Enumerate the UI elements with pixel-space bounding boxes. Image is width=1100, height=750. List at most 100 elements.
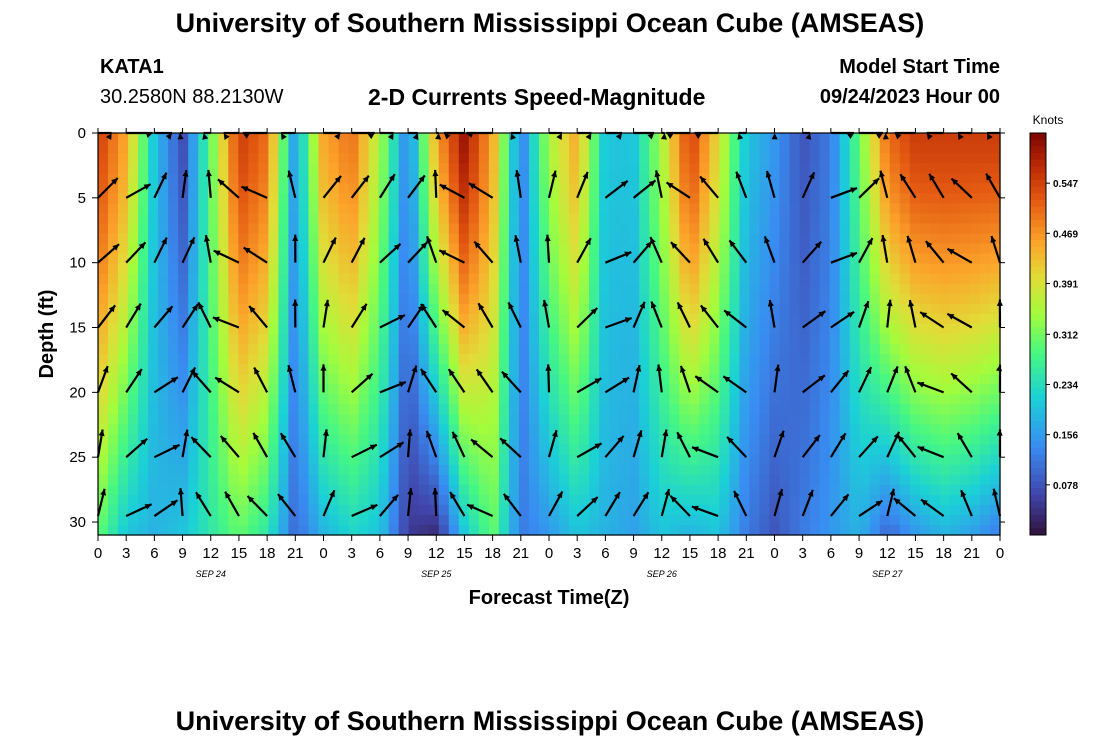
heat-cell (729, 404, 741, 415)
heat-cell (368, 243, 380, 255)
heat-cell (488, 303, 500, 315)
heat-cell (959, 434, 971, 446)
arrow-head (879, 170, 885, 178)
heat-cell (168, 273, 179, 285)
heat-cell (438, 384, 450, 395)
heat-cell (689, 514, 700, 526)
heat-cell (769, 474, 781, 486)
heat-cell (298, 313, 310, 325)
heat-cell (559, 414, 570, 426)
heat-cell (448, 354, 460, 365)
heat-cell (769, 253, 781, 265)
heat-cell (939, 424, 951, 436)
heat-cell (899, 183, 911, 194)
heat-cell (959, 213, 971, 225)
heat-cell (168, 514, 179, 526)
heat-cell (659, 504, 670, 516)
arrow-head (691, 446, 699, 453)
heat-cell (829, 183, 841, 194)
heat-cell (118, 323, 129, 335)
heat-cell (639, 203, 650, 214)
heat-cell (128, 253, 139, 265)
heat-cell (789, 504, 801, 516)
heat-cell (198, 514, 209, 526)
heat-cell (378, 364, 390, 375)
heat-cell (138, 293, 149, 305)
heat-cell (308, 464, 320, 476)
heat-cell (869, 233, 881, 245)
heat-cell (188, 464, 199, 476)
arrow-head (320, 364, 327, 371)
heat-cell (518, 243, 530, 255)
heat-cell (619, 213, 630, 225)
colorbar-segment (1030, 447, 1046, 456)
heat-cell (559, 193, 570, 204)
heat-cell (899, 464, 911, 476)
heat-cell (649, 494, 660, 506)
arrow-head (292, 299, 299, 306)
heat-cell (238, 153, 249, 164)
heat-cell (769, 424, 781, 436)
heat-cell (438, 414, 450, 426)
heat-cell (739, 263, 751, 275)
heat-cell (378, 233, 390, 245)
heat-cell (508, 303, 520, 315)
heat-cell (779, 444, 791, 456)
heat-cell (769, 344, 781, 355)
heat-cell (508, 464, 520, 476)
heat-cell (458, 484, 470, 496)
heat-cell (408, 253, 420, 265)
arrow-head (635, 365, 642, 372)
heat-cell (769, 283, 781, 295)
heat-cell (238, 273, 249, 285)
heat-cell (288, 153, 300, 164)
heat-cell (358, 444, 370, 456)
heat-cell (468, 323, 480, 335)
colorbar-segment (1030, 166, 1046, 174)
heat-cell (819, 173, 831, 184)
colorbar-segment (1030, 501, 1046, 509)
heat-cell (679, 434, 690, 446)
heat-cell (939, 384, 951, 395)
heat-cell (278, 193, 290, 204)
heat-cell (669, 424, 680, 436)
heat-cell (819, 153, 831, 164)
heat-cell (378, 273, 390, 285)
arrow-head (334, 175, 342, 183)
heat-cell (989, 374, 1001, 385)
heat-cell (979, 193, 991, 204)
heat-cell (268, 133, 279, 144)
heat-cell (589, 273, 600, 285)
heat-cell (208, 514, 219, 526)
heat-cell (729, 494, 741, 506)
heat-cell (298, 464, 310, 476)
heat-cell (178, 303, 189, 315)
heat-cell (248, 193, 259, 204)
heat-cell (629, 494, 640, 506)
heat-cell (268, 163, 279, 174)
arrow-head (724, 310, 732, 317)
arrow-head (872, 178, 880, 185)
heat-cell (869, 143, 881, 154)
heat-cell (559, 163, 570, 174)
heat-cell (488, 243, 500, 255)
heat-cell (258, 233, 269, 245)
heat-cell (979, 444, 991, 456)
heat-cell (268, 313, 279, 325)
heat-cell (879, 203, 891, 214)
heat-cell (859, 253, 871, 265)
heat-cell (909, 263, 921, 275)
arrow-head (947, 248, 955, 255)
heat-cell (919, 504, 931, 516)
heat-cell (458, 303, 470, 315)
arrow-head (677, 432, 683, 440)
heat-cell (879, 283, 891, 295)
heat-cell (498, 293, 510, 305)
heat-cell (869, 253, 881, 265)
arrow-head (662, 429, 669, 437)
heat-cell (218, 293, 229, 305)
heat-cell (388, 193, 400, 204)
heat-cell (829, 243, 841, 255)
heat-cell (248, 394, 259, 405)
heat-cell (839, 384, 851, 395)
